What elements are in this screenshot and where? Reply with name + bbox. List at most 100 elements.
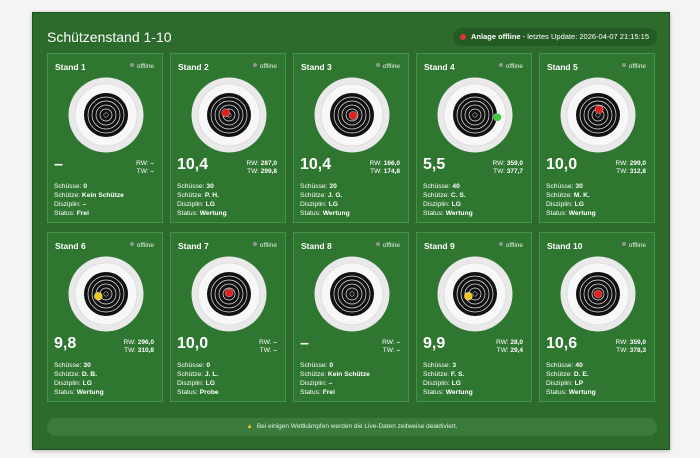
stand-card[interactable]: Stand 5 offline 10,0 RW: 299,0 TW: 312,8 Schü…: [539, 53, 655, 223]
shots-label: Schüsse:: [54, 183, 82, 190]
stand-connection: offline: [252, 63, 277, 70]
shots-label: Schüsse:: [423, 362, 451, 369]
shots-value: 40: [452, 183, 460, 190]
target-icon: [191, 256, 267, 332]
stand-connection: offline: [375, 63, 400, 70]
stand-info: Schüsse: 0 Schütze: J. L. Disziplin: LG Sta…: [177, 361, 219, 397]
rw-label: RW:: [496, 339, 509, 346]
shot-marker: [464, 291, 473, 301]
target-ring: [341, 104, 363, 126]
tw-value: 299,8: [260, 168, 277, 175]
target-ring: [99, 108, 113, 122]
stand-info: Schüsse: 0 Schütze: Kein Schütze Disziplin…: [300, 361, 370, 397]
stand-connection-label: offline: [628, 242, 646, 249]
shots-label: Schüsse:: [300, 362, 328, 369]
status-label: Status:: [423, 389, 444, 396]
rw-value: 359,0: [629, 339, 646, 346]
stand-connection-label: offline: [259, 242, 277, 249]
rw-label: RW:: [369, 160, 382, 167]
stand-last-score: 10,0: [177, 335, 209, 352]
offline-dot-icon: [621, 242, 626, 246]
warning-icon: ▲: [246, 423, 253, 430]
stand-card[interactable]: Stand 10 offline 10,6 RW: 359,0 TW: 378,3 Sch…: [539, 232, 655, 402]
offline-dot-icon: [621, 63, 626, 67]
tw-value: 378,3: [629, 347, 646, 354]
rw-label: RW:: [136, 160, 149, 167]
stand-card[interactable]: Stand 6 offline 9,8 RW: 296,0 TW: 310,8 Schüs…: [47, 232, 163, 402]
stand-title: Stand 1: [55, 62, 86, 72]
target-ring: [337, 279, 367, 309]
target-ring: [95, 104, 117, 126]
stand-card[interactable]: Stand 2 offline 10,4 RW: 287,0 TW: 299,8 Schü…: [170, 53, 286, 223]
shot-marker: [594, 105, 604, 114]
stand-totals: RW: 299,0 TW: 312,8: [616, 160, 647, 176]
stand-info: Schüsse: 0 Schütze: Kein Schütze Disziplin…: [54, 182, 124, 218]
target-icon: [191, 77, 267, 153]
shooter-label: Schütze:: [177, 192, 204, 199]
rw-label: RW:: [615, 160, 628, 167]
target-ring: [87, 275, 125, 313]
tw-label: TW:: [136, 168, 149, 175]
shooter-value: J. G.: [327, 192, 343, 199]
stand-title: Stand 6: [55, 241, 86, 251]
shot-marker: [493, 112, 502, 122]
shots-label: Schüsse:: [546, 183, 574, 190]
shot-marker: [593, 289, 603, 299]
stand-connection: offline: [129, 63, 154, 70]
status-value: Wertung: [445, 210, 473, 217]
status-value: Wertung: [445, 389, 473, 396]
discipline-value: –: [82, 201, 87, 208]
target-ring: [345, 287, 359, 301]
shots-value: 0: [206, 362, 211, 369]
notice-text: Bei einigen Wettkämpfen werden die Live-…: [256, 423, 458, 430]
stand-info: Schüsse: 30 Schütze: P. H. Disziplin: LG St…: [177, 182, 227, 218]
target-ring: [214, 279, 244, 309]
stand-card[interactable]: Stand 9 offline 9,9 RW: 28,0 TW: 29,4 Schüsse…: [416, 232, 532, 402]
discipline-value: LG: [451, 201, 461, 208]
stand-connection: offline: [375, 242, 400, 249]
tw-label: TW:: [616, 347, 628, 354]
stand-totals: RW: – TW: –: [382, 339, 400, 355]
rw-value: 28,0: [510, 339, 523, 346]
stand-info: Schüsse: 40 Schütze: C. S. Disziplin: LG St…: [423, 182, 473, 218]
target-icon: [560, 77, 636, 153]
rw-label: RW:: [259, 339, 272, 346]
stand-connection-label: offline: [136, 242, 154, 249]
stand-card[interactable]: Stand 4 offline 5,5 RW: 359,0 TW: 377,7 Schüs…: [416, 53, 532, 223]
offline-dot-icon: [129, 63, 134, 67]
stand-last-score: 10,4: [177, 156, 209, 173]
rw-label: RW:: [615, 339, 628, 346]
shooter-value: F. S.: [450, 371, 465, 378]
stand-title: Stand 7: [178, 241, 209, 251]
shot-marker: [348, 111, 358, 120]
stand-last-score: 10,4: [300, 156, 332, 173]
discipline-label: Disziplin:: [177, 380, 204, 387]
stand-card[interactable]: Stand 1 offline – RW: – TW: – Schüsse: 0 Schüt…: [47, 53, 163, 223]
stand-totals: RW: 166,0 TW: 174,8: [370, 160, 401, 176]
tw-label: TW:: [259, 347, 272, 354]
stand-info: Schüsse: 40 Schütze: D. E. Disziplin: LP St…: [546, 361, 596, 397]
stand-card[interactable]: Stand 8 offline – RW: – TW: – Schüsse: 0 Schüt…: [293, 232, 409, 402]
shooter-value: D. B.: [81, 371, 98, 378]
target-icon: [437, 256, 513, 332]
stand-card[interactable]: Stand 7 offline 10,0 RW: – TW: – Schüsse: 0 Sc…: [170, 232, 286, 402]
target-ring: [460, 100, 490, 130]
shooter-value: P. H.: [204, 192, 219, 199]
stand-connection-label: offline: [505, 242, 523, 249]
offline-dot-icon: [252, 242, 257, 246]
tw-label: TW:: [247, 168, 259, 175]
connection-status: Anlage offline - letztes Update: 2026-04…: [452, 28, 657, 46]
stand-title: Stand 4: [424, 62, 455, 72]
target-ten-ring: [103, 291, 109, 297]
stand-card[interactable]: Stand 3 offline 10,4 RW: 166,0 TW: 174,8 Schü…: [293, 53, 409, 223]
stand-connection-label: offline: [505, 63, 523, 70]
shots-value: 30: [83, 362, 91, 369]
stand-connection: offline: [498, 63, 523, 70]
discipline-value: LP: [574, 380, 584, 387]
target-ring: [214, 100, 244, 130]
shots-label: Schüsse:: [177, 183, 205, 190]
stand-info: Schüsse: 30 Schütze: M. K. Disziplin: LG St…: [546, 182, 596, 218]
rw-label: RW:: [123, 339, 136, 346]
target-ring: [591, 287, 605, 301]
tw-value: 377,7: [506, 168, 523, 175]
